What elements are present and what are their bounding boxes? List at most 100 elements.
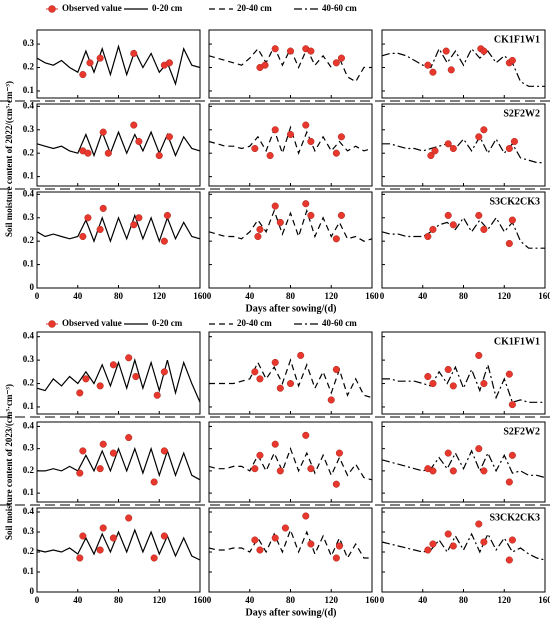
observed-point: [449, 382, 457, 390]
y-tick-label: 0.4: [23, 506, 35, 516]
observed-point: [429, 68, 437, 76]
x-tick-label: 0: [207, 291, 212, 301]
x-tick-label: 80: [459, 291, 469, 301]
observed-point: [160, 447, 168, 455]
observed-point: [109, 449, 117, 457]
x-tick-label: 0: [207, 595, 212, 605]
legend-marker: [48, 5, 56, 13]
simulated-line: [381, 47, 545, 87]
treatment-label: CK1F1W1: [494, 336, 540, 347]
x-tick-label: 40: [73, 291, 83, 301]
x-axis-label: Days after sowing/(d): [246, 607, 337, 618]
y-tick-label: 0.3: [23, 124, 35, 134]
treatment-label: S3CK2CK3: [489, 512, 540, 523]
treatment-label: CK1F1W1: [494, 34, 540, 45]
y-tick-label: 0: [30, 282, 35, 292]
observed-point: [165, 59, 173, 67]
y-tick-label: 0.3: [23, 38, 35, 48]
x-tick-label: 40: [245, 595, 255, 605]
observed-point: [307, 137, 315, 146]
x-tick-label: 0: [35, 291, 40, 301]
observed-point: [444, 530, 452, 538]
observed-point: [271, 202, 279, 210]
y-tick-label: 0.2: [23, 235, 35, 245]
y-tick-label: 0.2: [23, 465, 35, 475]
legend-label: 0-20 cm: [152, 3, 183, 13]
y-axis-label: Soil moisture content of 2023/(cm³·cm⁻³): [4, 384, 14, 540]
legend-label: 0-20 cm: [152, 318, 183, 328]
observed-point: [79, 232, 87, 241]
y-axis-label: Soil moisture content of 2022/(cm³·cm⁻³): [4, 81, 14, 237]
observed-point: [276, 467, 284, 475]
x-tick-label: 80: [114, 595, 124, 605]
observed-point: [505, 144, 513, 153]
y-tick-label: 0.2: [23, 378, 35, 388]
observed-point: [84, 149, 92, 157]
observed-point: [475, 520, 483, 528]
observed-point: [505, 556, 513, 564]
observed-point: [150, 478, 158, 486]
observed-point: [150, 554, 158, 562]
observed-point: [79, 532, 87, 540]
observed-point: [96, 225, 104, 234]
simulated-line: [382, 362, 545, 404]
observed-point: [266, 151, 274, 160]
x-tick-label: 0: [380, 595, 385, 605]
observed-point: [256, 225, 264, 234]
simulated-line: [208, 208, 373, 242]
y-tick-label: 0.4: [23, 331, 35, 341]
observed-point: [302, 200, 310, 208]
observed-point: [337, 54, 345, 62]
observed-point: [76, 389, 84, 397]
observed-point: [261, 61, 269, 69]
x-tick-label: 120: [153, 595, 167, 605]
y-tick-label: 0: [30, 586, 35, 596]
panel-frame: [36, 421, 201, 503]
observed-point: [429, 467, 437, 475]
x-tick-label: 160: [365, 291, 379, 301]
panel-frame: [208, 331, 373, 415]
legend-label: 20-40 cm: [237, 3, 272, 13]
observed-point: [444, 449, 452, 457]
observed-point: [480, 538, 488, 546]
simulated-line: [209, 358, 373, 399]
observed-point: [332, 365, 340, 374]
x-tick-label: 160: [365, 595, 379, 605]
x-tick-label: 160: [193, 595, 207, 605]
panel-frame: [208, 507, 373, 593]
y-tick-label: 0.1: [23, 85, 35, 95]
observed-point: [281, 524, 289, 532]
observed-point: [475, 445, 483, 453]
panel-frame: [208, 421, 373, 503]
observed-point: [332, 59, 340, 67]
observed-point: [251, 536, 259, 544]
observed-point: [424, 546, 432, 554]
observed-point: [508, 536, 516, 544]
x-tick-label: 0: [380, 291, 385, 301]
x-tick-label: 120: [498, 595, 512, 605]
panel-frame: [36, 507, 201, 593]
x-tick-label: 120: [498, 291, 512, 301]
observed-point: [254, 232, 262, 241]
observed-point: [449, 542, 457, 550]
observed-point: [444, 365, 452, 374]
observed-point: [104, 149, 112, 157]
legend-label: 40-60 cm: [322, 318, 357, 328]
y-tick-label: 0.4: [23, 188, 35, 198]
observed-point: [99, 524, 107, 532]
observed-point: [424, 61, 432, 69]
observed-point: [286, 379, 295, 388]
observed-point: [160, 532, 168, 540]
legend-label: Observed value: [62, 3, 122, 13]
y-tick-label: 0.3: [23, 354, 35, 364]
observed-point: [505, 239, 513, 248]
observed-point: [76, 469, 84, 477]
x-tick-label: 120: [325, 291, 339, 301]
treatment-label: S3CK2CK3: [489, 196, 540, 207]
observed-point: [480, 225, 488, 234]
observed-point: [429, 379, 437, 388]
x-tick-label: 80: [114, 291, 124, 301]
observed-point: [125, 354, 133, 362]
observed-point: [429, 225, 437, 234]
y-tick-label: 0.3: [23, 212, 35, 222]
